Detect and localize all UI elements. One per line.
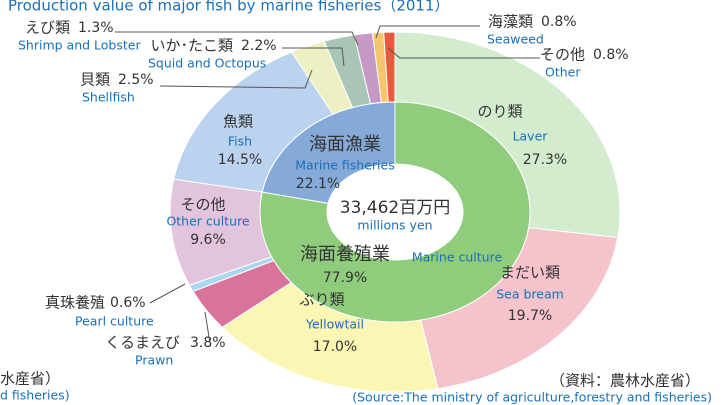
segment: [259, 101, 531, 323]
leader-line: [159, 69, 313, 89]
segment-label-en: Pearl culture: [75, 314, 154, 329]
value-label: 14.5%: [218, 152, 262, 168]
leader-line: [115, 31, 359, 46]
segment-label: 海藻類: [488, 13, 533, 31]
segment-label-en: Sea bream: [496, 287, 564, 302]
segment-label: くるまえび: [105, 334, 180, 352]
segment-label: その他: [540, 46, 585, 64]
value-label: 2.5%: [118, 72, 154, 88]
leader-line: [204, 311, 211, 344]
segment-label-en: Marine fisheries: [295, 158, 394, 173]
value-label: 0.6%: [110, 295, 146, 311]
segment-label-en: Prawn: [135, 353, 173, 368]
segment-label: 貝類: [80, 71, 110, 89]
segment-label-en: Seaweed: [487, 32, 544, 47]
value-label: 1.3%: [78, 20, 114, 36]
cropped-source: 水産省）: [0, 370, 60, 388]
value-label: 77.9%: [323, 270, 367, 286]
segment-label: 海面養殖業: [300, 243, 390, 265]
value-label: 2.2%: [241, 38, 277, 54]
leader-line: [282, 47, 345, 67]
segment-label-en: Laver: [513, 129, 549, 144]
segment-label: のり類: [477, 103, 522, 121]
segment-label: まだい類: [500, 264, 560, 282]
value-label: 3.8%: [190, 335, 226, 351]
segment-label-en: Fish: [228, 134, 252, 149]
value-label: 19.7%: [508, 308, 552, 324]
segment-label-en: Yellowtail: [305, 317, 364, 332]
source-en: (Source:The ministry of agriculture,fore…: [352, 390, 712, 405]
center-subtext: millions yen: [357, 218, 432, 233]
chart-title: Production value of major fish by marine…: [8, 0, 450, 15]
segment-label: その他: [180, 196, 225, 214]
segment-label: いか･たこ類: [150, 37, 233, 55]
value-label: 17.0%: [313, 339, 357, 355]
segment-label-en: Squid and Octopus: [148, 56, 266, 71]
source: （資料：農林水産省）: [550, 372, 700, 390]
leader-line: [375, 25, 480, 39]
segment: [261, 101, 396, 204]
leader-line: [149, 283, 186, 304]
segment-label: 海面漁業: [309, 134, 381, 155]
segment-label-en: Other culture: [166, 214, 249, 229]
value-label: 0.8%: [541, 14, 577, 30]
center-text: 33,462百万円: [340, 198, 450, 218]
value-label: 27.3%: [523, 152, 567, 168]
segment-label: 真珠養殖: [45, 294, 105, 312]
segment-label-en: Marine culture: [412, 250, 503, 265]
segment-label-en: Shellfish: [82, 90, 135, 105]
segment-label: 魚類: [223, 113, 253, 131]
leader-line: [387, 47, 540, 59]
segment-label: えび類: [25, 19, 70, 37]
segment-label: ぶり類: [299, 291, 344, 309]
value-label: 9.6%: [190, 232, 226, 248]
segment-label-en: Shrimp and Lobster: [18, 38, 141, 53]
value-label: 22.1%: [296, 176, 340, 192]
value-label: 0.8%: [593, 47, 629, 63]
cropped-source-en: d fisheries): [0, 388, 70, 403]
segment-label-en: Other: [545, 65, 581, 80]
